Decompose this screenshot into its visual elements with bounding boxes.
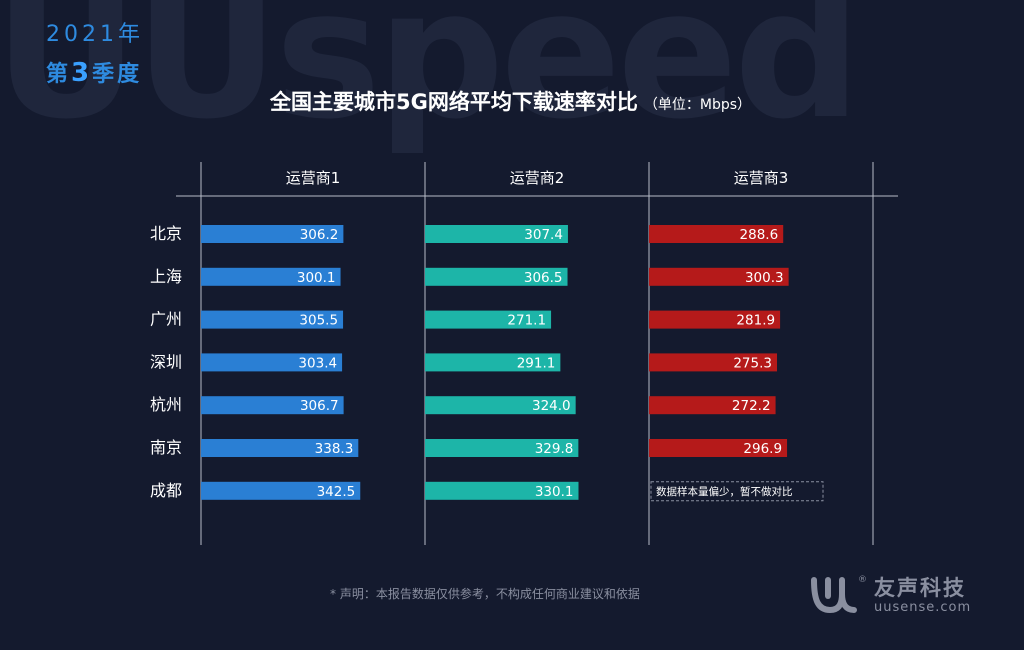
brand-url: uusense.com bbox=[874, 600, 972, 615]
category-label: 深圳 bbox=[150, 352, 182, 371]
series-header-1: 运营商1 bbox=[286, 169, 341, 187]
category-label: 广州 bbox=[150, 310, 182, 329]
bar bbox=[201, 310, 344, 329]
data-label: 307.4 bbox=[524, 227, 563, 243]
report-quarter: 第3季度 bbox=[46, 56, 142, 88]
bar bbox=[649, 353, 778, 372]
chart-title-unit: （单位：Mbps） bbox=[643, 97, 752, 113]
data-label: 296.9 bbox=[743, 441, 782, 457]
annotation-box bbox=[650, 481, 824, 502]
category-label: 杭州 bbox=[150, 395, 182, 414]
uusense-logo-icon: ® bbox=[811, 575, 867, 614]
bar bbox=[201, 396, 344, 415]
bar bbox=[649, 439, 788, 457]
data-label: 271.1 bbox=[507, 313, 546, 329]
bar bbox=[201, 225, 344, 243]
bar bbox=[425, 439, 579, 457]
series-header-3: 运营商3 bbox=[734, 169, 789, 187]
data-label: 306.2 bbox=[300, 227, 339, 243]
category-label: 上海 bbox=[150, 267, 182, 286]
data-label: 275.3 bbox=[733, 355, 772, 371]
data-label: 330.1 bbox=[535, 484, 574, 500]
data-label: 324.0 bbox=[532, 398, 571, 414]
bar bbox=[425, 481, 579, 500]
bar bbox=[425, 353, 561, 372]
data-label: 306.7 bbox=[300, 398, 339, 414]
svg-text:®: ® bbox=[858, 575, 867, 585]
data-label: 306.5 bbox=[524, 270, 563, 286]
bar bbox=[425, 396, 576, 415]
quarter-number: 3 bbox=[71, 58, 93, 88]
data-label: 342.5 bbox=[317, 484, 356, 500]
bar bbox=[425, 267, 568, 286]
bar bbox=[201, 439, 359, 457]
bar bbox=[649, 396, 776, 415]
bar bbox=[649, 225, 784, 243]
annotation-text: 数据样本量偏少，暂不做对比 bbox=[656, 485, 793, 498]
category-label: 南京 bbox=[150, 438, 182, 457]
chart-title-main: 全国主要城市5G网络平均下载速率对比 bbox=[270, 90, 638, 114]
bar bbox=[649, 267, 789, 286]
bar bbox=[425, 310, 552, 329]
data-label: 329.8 bbox=[535, 441, 574, 457]
data-label: 300.3 bbox=[745, 270, 784, 286]
bar bbox=[201, 353, 343, 372]
data-label: 288.6 bbox=[740, 227, 779, 243]
quarter-suffix: 季度 bbox=[92, 62, 143, 87]
uuspeed-watermark: UUspeed bbox=[0, 0, 861, 158]
data-label: 300.1 bbox=[297, 270, 336, 286]
bar bbox=[201, 267, 341, 286]
data-label: 272.2 bbox=[732, 398, 771, 414]
bar bbox=[425, 225, 568, 243]
series-header-2: 运营商2 bbox=[510, 169, 565, 187]
quarter-prefix: 第 bbox=[46, 62, 72, 87]
data-label: 305.5 bbox=[299, 313, 338, 329]
data-label: 291.1 bbox=[517, 355, 556, 371]
bar bbox=[649, 310, 781, 329]
bar bbox=[201, 481, 361, 500]
data-label: 303.4 bbox=[298, 355, 337, 371]
data-label: 281.9 bbox=[736, 313, 775, 329]
report-year: 2021年 bbox=[46, 22, 144, 47]
brand-name: 友声科技 bbox=[874, 576, 966, 600]
disclaimer-note: * 声明：本报告数据仅供参考，不构成任何商业建议和依据 bbox=[330, 587, 640, 601]
data-label: 338.3 bbox=[315, 441, 354, 457]
category-label: 北京 bbox=[150, 224, 182, 243]
category-label: 成都 bbox=[150, 481, 182, 500]
chart-title: 全国主要城市5G网络平均下载速率对比 （单位：Mbps） bbox=[270, 86, 751, 116]
